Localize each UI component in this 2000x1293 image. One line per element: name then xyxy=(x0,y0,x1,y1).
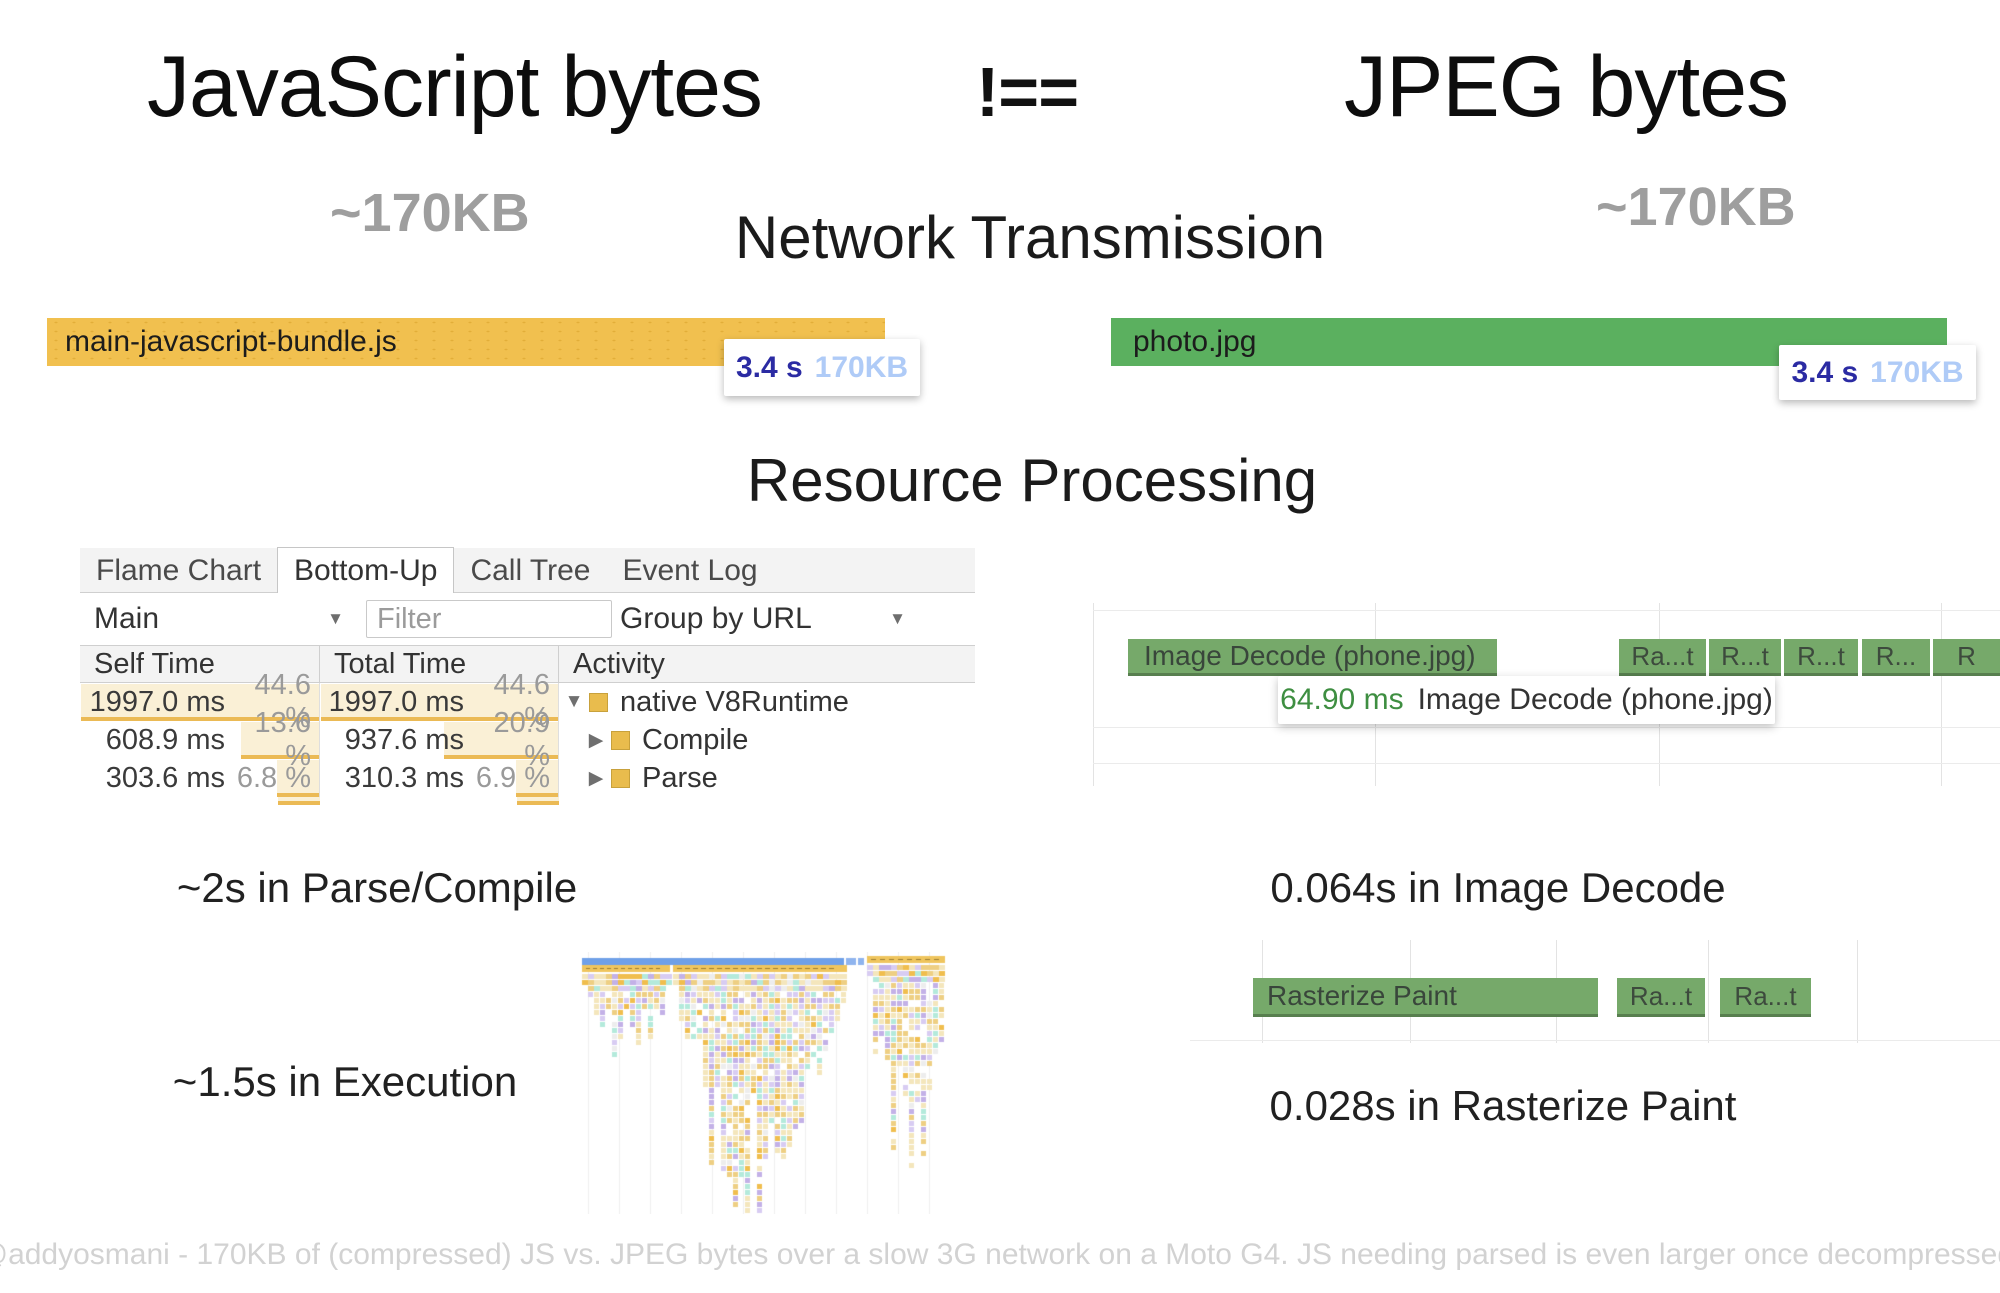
triangle-right-icon[interactable]: ▶ xyxy=(588,729,604,751)
js-network-bar-label: main-javascript-bundle.js xyxy=(65,325,397,358)
total-time-percent: 44.6 % xyxy=(493,669,550,734)
raster-bar: R... xyxy=(1862,639,1930,676)
total-time-value: 937.6 ms xyxy=(344,723,464,756)
caption-rasterize-paint: 0.028s in Rasterize Paint xyxy=(1269,1082,1737,1129)
image-decode-tooltip: 64.90 ms Image Decode (phone.jpg) xyxy=(1278,676,1775,724)
rasterize-paint-bar-label: Rasterize Paint xyxy=(1267,980,1457,1011)
tab-flame-chart[interactable]: Flame Chart xyxy=(96,553,262,587)
raster-bar: R xyxy=(1933,639,2000,676)
image-decode-bar: Image Decode (phone.jpg) xyxy=(1128,639,1497,676)
activity-color-swatch xyxy=(589,692,608,712)
table-row[interactable]: 1997.0 ms 44.6 % 1997.0 ms 44.6 % ▼ nati… xyxy=(80,669,975,734)
js-tooltip-time: 3.4 s xyxy=(735,350,803,384)
raster-bar: Ra...t xyxy=(1619,639,1706,676)
devtools-tab-bar: Flame Chart Bottom-Up Call Tree Event Lo… xyxy=(80,547,975,594)
triangle-down-icon[interactable]: ▼ xyxy=(564,691,584,712)
activity-label: Compile xyxy=(642,723,749,756)
devtools-panel: Flame Chart Bottom-Up Call Tree Event Lo… xyxy=(80,547,975,806)
triangle-right-icon[interactable]: ▶ xyxy=(588,767,604,789)
caption-parse-compile: ~2s in Parse/Compile xyxy=(176,864,578,911)
column-header-total-time[interactable]: Total Time xyxy=(320,646,559,682)
js-tooltip-size: 170KB xyxy=(814,350,909,384)
activity-label: Parse xyxy=(642,761,718,794)
chevron-down-icon: ▼ xyxy=(889,609,906,628)
table-header-row: Self Time Total Time Activity xyxy=(80,645,975,683)
column-header-activity[interactable]: Activity xyxy=(573,648,665,680)
raster-bar: Ra...t xyxy=(1720,978,1811,1017)
activity-color-swatch xyxy=(611,768,630,788)
rasterize-paint-panel: Rasterize Paint Ra...t Ra...t xyxy=(1080,940,2000,1050)
self-time-percent: 13.6 % xyxy=(254,707,311,772)
total-time-percent: 6.9 % xyxy=(475,761,550,794)
jpeg-tooltip-size: 170KB xyxy=(1870,355,1964,389)
thread-select[interactable]: Main ▼ xyxy=(94,601,344,637)
table-overflow-row xyxy=(278,797,320,805)
caption-execution: ~1.5s in Execution xyxy=(172,1058,518,1105)
tab-event-log[interactable]: Event Log xyxy=(622,553,758,587)
self-time-value: 303.6 ms xyxy=(105,761,225,794)
total-time-percent: 20.9 % xyxy=(493,707,550,772)
section-resource-processing: Resource Processing xyxy=(746,447,1318,514)
js-network-tooltip: 3.4 s 170KB xyxy=(724,339,920,396)
table-row[interactable]: 608.9 ms 13.6 % 937.6 ms 20.9 % ▶ Compil… xyxy=(80,707,975,772)
image-decode-bar-label: Image Decode (phone.jpg) xyxy=(1144,640,1476,671)
section-network-transmission: Network Transmission xyxy=(734,204,1326,271)
decode-tooltip-label: Image Decode (phone.jpg) xyxy=(1417,683,1773,716)
size-label-jpeg: ~170KB xyxy=(1596,177,1796,237)
raster-bar: R...t xyxy=(1709,639,1781,676)
jpeg-tooltip-time: 3.4 s xyxy=(1791,355,1859,389)
image-decode-panel: Image Decode (phone.jpg) Ra...t R...t R.… xyxy=(1060,580,2000,786)
tab-bottom-up[interactable]: Bottom-Up xyxy=(277,547,455,594)
tab-call-tree[interactable]: Call Tree xyxy=(470,553,591,587)
group-by-select[interactable]: Group by URL ▼ xyxy=(620,601,906,637)
total-time-value: 310.3 ms xyxy=(344,761,464,794)
thread-select-value: Main xyxy=(94,602,160,635)
jpeg-network-tooltip: 3.4 s 170KB xyxy=(1779,345,1976,400)
column-header-self-time[interactable]: Self Time xyxy=(80,646,320,682)
title-javascript-bytes: JavaScript bytes xyxy=(147,39,763,135)
raster-bar: Ra...t xyxy=(1617,978,1705,1017)
rasterize-paint-bar: Rasterize Paint xyxy=(1253,978,1598,1017)
activity-label: native V8Runtime xyxy=(620,685,849,718)
table-overflow-row xyxy=(517,797,559,805)
total-time-value: 1997.0 ms xyxy=(328,685,464,718)
raster-bar: R...t xyxy=(1784,639,1858,676)
self-time-value: 608.9 ms xyxy=(105,723,225,756)
self-time-percent: 44.6 % xyxy=(254,669,311,734)
activity-color-swatch xyxy=(611,730,630,750)
self-time-percent: 6.8 % xyxy=(236,761,311,794)
footer-attribution: @addyosmani - 170KB of (compressed) JS v… xyxy=(0,1238,2000,1271)
self-time-value: 1997.0 ms xyxy=(89,685,225,718)
flame-chart-image xyxy=(580,952,960,1214)
caption-image-decode: 0.064s in Image Decode xyxy=(1270,864,1726,911)
title-jpeg-bytes: JPEG bytes xyxy=(1344,39,1789,135)
jpeg-network-bar-label: photo.jpg xyxy=(1133,325,1257,358)
group-by-select-value: Group by URL xyxy=(620,602,812,635)
table-row[interactable]: 303.6 ms 6.8 % 310.3 ms 6.9 % ▶ Parse xyxy=(80,759,975,797)
title-not-equal-operator: !== xyxy=(976,53,1079,131)
devtools-toolbar: Main ▼ Group by URL ▼ xyxy=(80,593,975,645)
filter-input[interactable] xyxy=(366,600,612,638)
decode-tooltip-time: 64.90 ms xyxy=(1280,683,1404,716)
size-label-js: ~170KB xyxy=(330,183,530,243)
chevron-down-icon: ▼ xyxy=(327,609,344,628)
